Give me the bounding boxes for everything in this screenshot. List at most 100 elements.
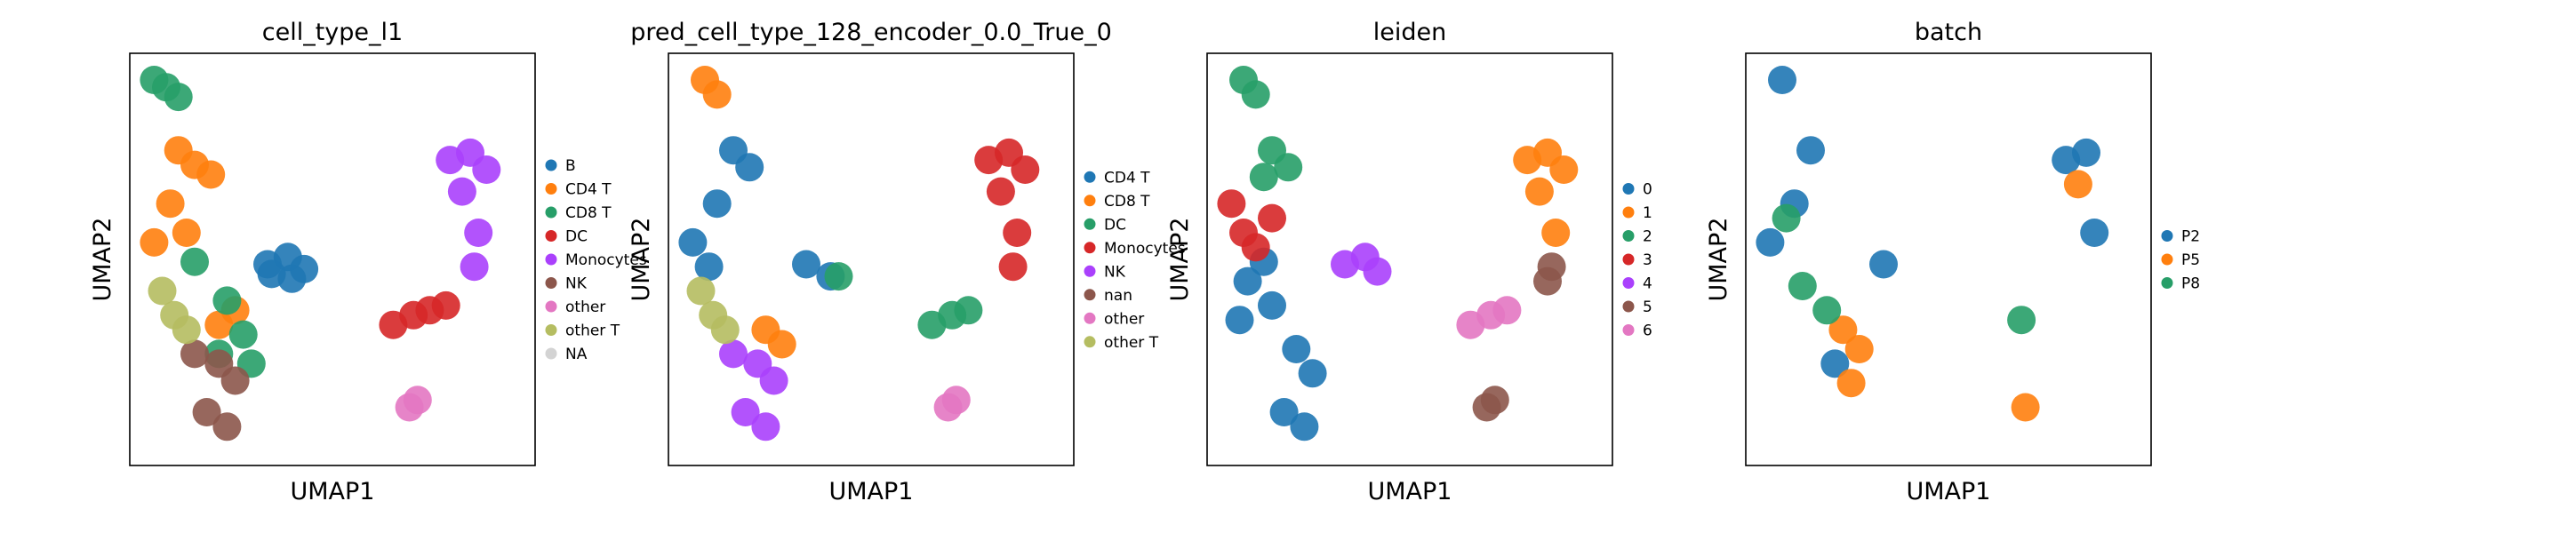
legend-label: other T [1104, 334, 1159, 352]
data-point [1003, 219, 1032, 247]
data-point [140, 227, 169, 257]
scatter-points [1217, 66, 1579, 442]
data-point [192, 398, 221, 426]
legend-marker [2161, 230, 2173, 242]
data-point [986, 177, 1015, 206]
data-point [2063, 170, 2092, 199]
data-point [1011, 155, 1040, 184]
data-point [792, 250, 820, 279]
data-point [431, 290, 460, 320]
data-point [767, 330, 796, 359]
data-point [257, 259, 286, 289]
data-point [172, 219, 201, 247]
x-axis-label: UMAP1 [1907, 478, 1991, 505]
legend-marker [1084, 289, 1096, 301]
data-point [1492, 296, 1522, 325]
data-point [1298, 359, 1327, 388]
data-point [196, 160, 226, 189]
data-point [1274, 153, 1303, 182]
data-point [1363, 257, 1392, 286]
data-point [824, 262, 853, 291]
panel-title: cell_type_l1 [262, 19, 403, 46]
data-point [1290, 412, 1319, 442]
panel-cell-type-l1: cell_type_l1 UMAP1 UMAP2 B CD4 T CD8 T DC Mo… [89, 19, 647, 505]
legend-marker [1084, 242, 1096, 254]
y-axis-label: UMAP2 [1166, 218, 1194, 302]
legend-label: 1 [1643, 204, 1652, 222]
data-point [1768, 66, 1796, 94]
legend-label: Monocytes [565, 251, 647, 269]
legend-marker [1622, 230, 1635, 242]
legend-marker [1084, 218, 1096, 230]
legend-label: CD4 T [565, 181, 612, 199]
legend-label: NK [1104, 263, 1126, 281]
data-point [1258, 290, 1286, 320]
legend-marker [545, 277, 557, 289]
y-axis-label: UMAP2 [89, 218, 116, 302]
legend-label: 0 [1643, 181, 1652, 199]
plot-frame [1206, 52, 1613, 466]
data-point [164, 83, 193, 112]
legend-label: CD8 T [565, 204, 612, 222]
plot-frame [129, 52, 536, 466]
data-point [2011, 393, 2040, 422]
data-point [180, 247, 209, 276]
data-point [1828, 315, 1858, 345]
panel-leiden: leiden UMAP1 UMAP2 0 1 2 3 4 5 6 [1166, 19, 1652, 505]
data-point [1772, 203, 1801, 233]
legend-label: P8 [2181, 275, 2200, 293]
data-point [731, 398, 760, 426]
scatter-points [1756, 66, 2109, 422]
legend-label: other T [565, 322, 620, 340]
y-axis-label: UMAP2 [1705, 218, 1732, 302]
data-point [1217, 189, 1246, 219]
data-point [1549, 155, 1579, 184]
data-point [735, 153, 764, 182]
data-point [1820, 349, 1850, 378]
data-point [148, 276, 177, 306]
data-point [1249, 163, 1278, 192]
legend-label: CD8 T [1104, 193, 1150, 211]
legend-marker [545, 230, 557, 242]
legend-marker [545, 300, 557, 313]
x-axis-label: UMAP1 [829, 478, 914, 505]
data-point [464, 219, 493, 247]
data-point [1258, 203, 1286, 233]
legend-marker [545, 159, 557, 171]
legend-label: NA [565, 346, 588, 363]
data-point [1756, 227, 1785, 257]
x-axis-label: UMAP1 [291, 478, 375, 505]
legend-marker [2161, 277, 2173, 289]
data-point [702, 80, 732, 109]
legend-label: nan [1104, 287, 1132, 305]
data-point [1269, 398, 1299, 426]
data-point [710, 315, 740, 345]
data-point [1796, 136, 1825, 165]
legend-label: 2 [1643, 228, 1652, 246]
data-point [1241, 80, 1270, 109]
legend-marker [1084, 336, 1096, 348]
data-point [1533, 266, 1562, 296]
data-point [1282, 335, 1311, 363]
data-point [220, 366, 250, 395]
legend-label: DC [565, 228, 588, 246]
legend-label: 3 [1643, 251, 1652, 269]
data-point [702, 189, 732, 219]
data-point [1869, 250, 1898, 279]
data-point [2080, 219, 2109, 247]
x-axis-label: UMAP1 [1368, 478, 1452, 505]
legend-marker [1622, 253, 1635, 266]
scatter-points [678, 66, 1040, 442]
legend-label: DC [1104, 216, 1126, 234]
data-point [1812, 296, 1842, 325]
data-point [1472, 393, 1501, 422]
legend-marker [1084, 265, 1096, 277]
legend-label: 4 [1643, 275, 1652, 293]
data-point [678, 227, 708, 257]
data-point [1233, 266, 1262, 296]
data-point [403, 386, 432, 415]
legend-marker [1084, 171, 1096, 183]
data-point [460, 252, 489, 282]
data-point [2007, 306, 2036, 335]
